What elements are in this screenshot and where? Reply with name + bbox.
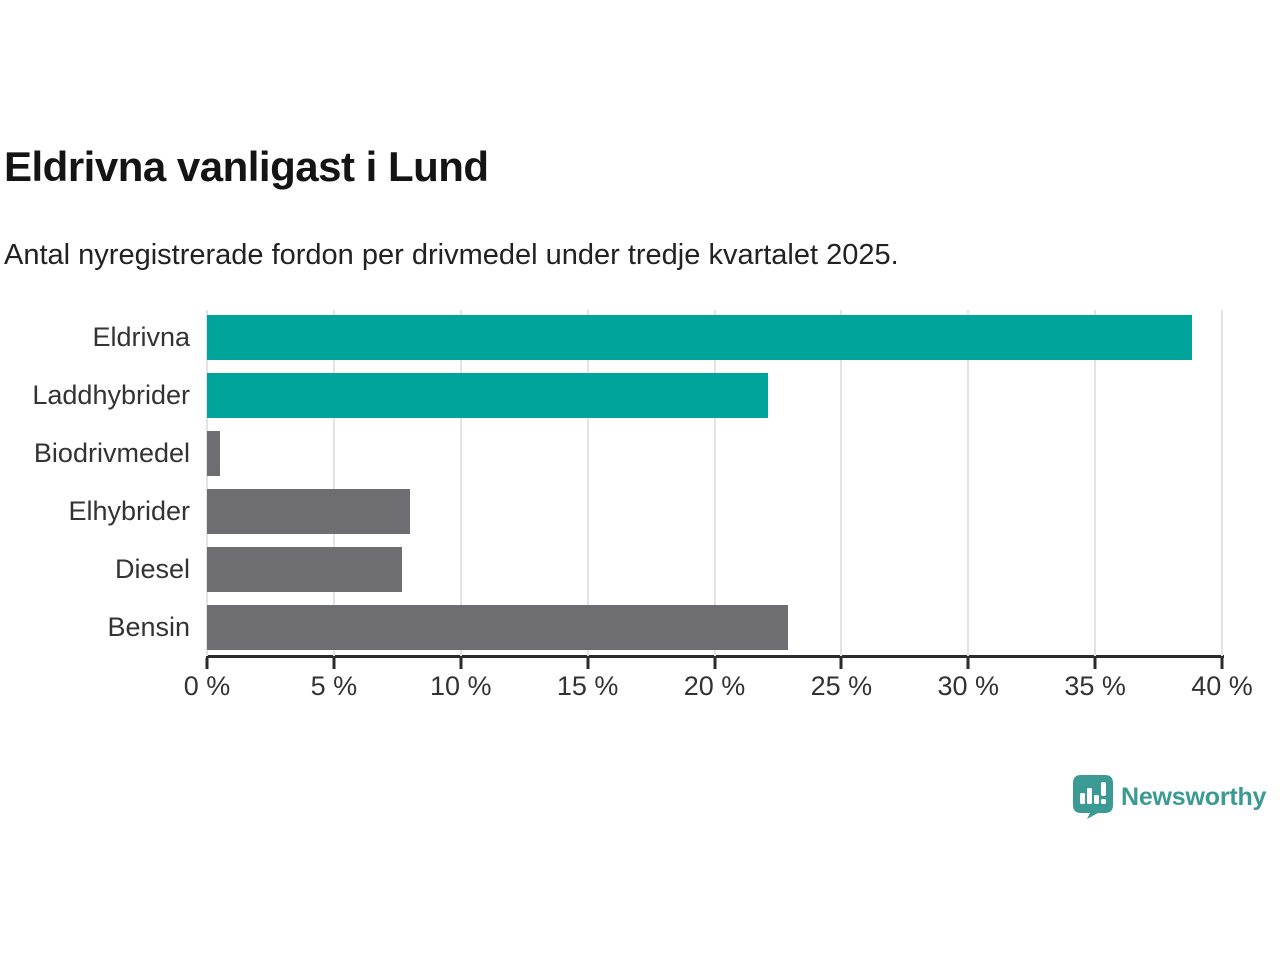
x-tick-label: 25 % — [810, 671, 873, 701]
category-labels: Eldrivna Laddhybrider Biodrivmedel Elhybrid… — [0, 309, 190, 656]
chart-title: Eldrivna vanligast i Lund — [4, 143, 489, 190]
gridline-30 — [967, 310, 970, 656]
x-tick-label: 15 % — [556, 671, 619, 701]
bar-row-biodrivmedel — [207, 425, 1222, 483]
x-tick-25 — [839, 658, 843, 669]
gridline-10 — [459, 310, 462, 656]
x-tick-35 — [1093, 658, 1097, 669]
bar-row-laddhybrider — [207, 367, 1222, 425]
x-tick-label: 30 % — [937, 671, 1000, 701]
gridline-20 — [713, 310, 716, 656]
x-tick-30 — [966, 658, 970, 669]
category-label-elhybrider: Elhybrider — [68, 495, 190, 526]
gridline-15 — [586, 310, 589, 656]
category-label-diesel: Diesel — [114, 553, 190, 584]
bar-eldrivna — [207, 315, 1192, 361]
x-tick-label: 20 % — [683, 671, 746, 701]
x-tick-label: 10 % — [429, 671, 492, 701]
bar-diesel — [207, 546, 403, 592]
x-tick-10 — [459, 658, 463, 669]
category-label-laddhybrider: Laddhybrider — [32, 380, 190, 411]
x-axis-line — [206, 655, 1224, 658]
x-tick-15 — [586, 658, 590, 669]
gridline-25 — [840, 310, 843, 656]
x-tick-label: 5 % — [310, 671, 358, 701]
bar-row-eldrivna — [207, 309, 1222, 367]
bar-biodrivmedel — [207, 431, 220, 477]
newsworthy-chart-bubble-icon — [1073, 775, 1113, 819]
bar-row-elhybrider — [207, 482, 1222, 540]
bar-elhybrider — [207, 488, 410, 534]
bar-row-bensin — [207, 598, 1222, 656]
category-label-eldrivna: Eldrivna — [92, 322, 190, 353]
newsworthy-logo: Newsworthy — [1073, 775, 1266, 819]
category-label-bensin: Bensin — [107, 611, 190, 642]
bar-row-diesel — [207, 540, 1222, 598]
x-tick-5 — [332, 658, 336, 669]
x-tick-0 — [205, 658, 209, 669]
plot-area: 0 % 5 % 10 % 15 % 20 % 25 % 30 % 35 % 40 % — [184, 309, 1253, 701]
bar-laddhybrider — [207, 373, 768, 419]
category-label-biodrivmedel: Biodrivmedel — [33, 438, 190, 469]
chart-subtitle: Antal nyregistrerade fordon per drivmede… — [4, 239, 899, 271]
gridline-0 — [206, 310, 208, 656]
newsworthy-wordmark: Newsworthy — [1121, 782, 1267, 811]
x-tick-label: 35 % — [1064, 671, 1126, 701]
gridline-40 — [1221, 310, 1223, 656]
x-tick-40 — [1220, 658, 1224, 669]
bar-bensin — [207, 604, 789, 650]
x-tick-label: 40 % — [1191, 671, 1253, 701]
gridline-5 — [332, 310, 335, 656]
gridline-35 — [1094, 310, 1097, 656]
x-tick-20 — [713, 658, 716, 669]
bar-rows — [207, 309, 1222, 656]
x-tick-label: 0 % — [183, 671, 231, 701]
